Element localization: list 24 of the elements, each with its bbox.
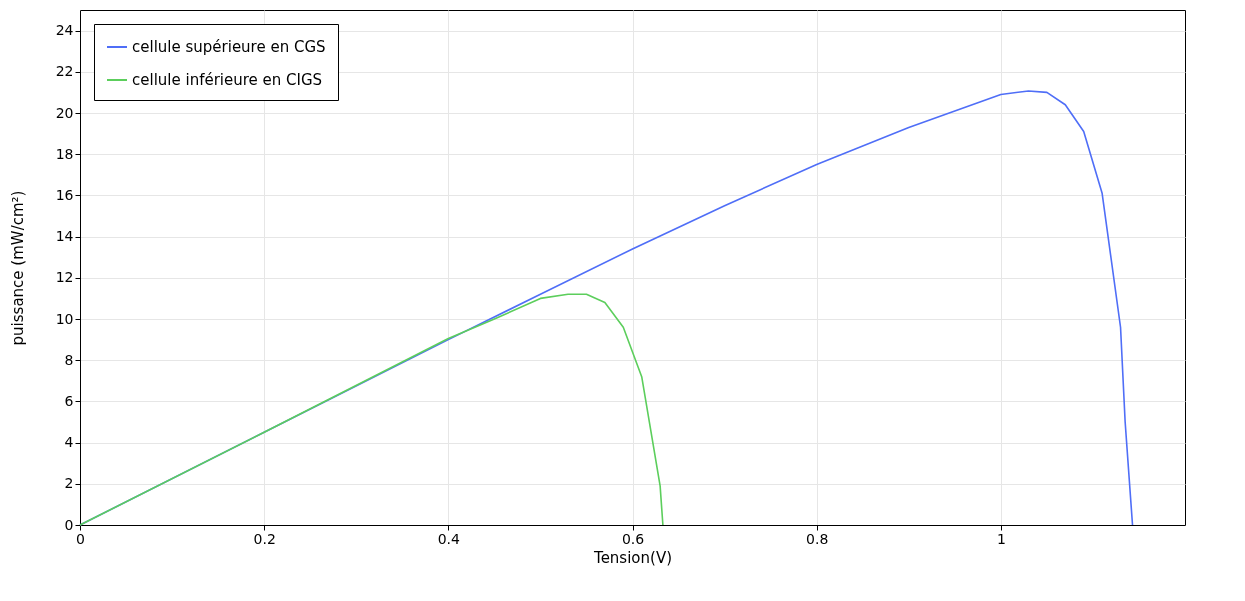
y-tick-label: 6	[64, 392, 74, 409]
y-tick-label: 18	[55, 145, 74, 162]
line-series	[79, 293, 664, 526]
y-tick-label: 2	[64, 475, 74, 492]
y-tick-label: 20	[55, 104, 74, 121]
x-tick-label: 0.8	[806, 530, 829, 547]
y-axis-title: puissance (mW/cm²)	[8, 190, 27, 346]
x-tick-label: 0.4	[437, 530, 461, 547]
y-tick-label: 12	[55, 269, 74, 286]
y-tick-label: 8	[64, 351, 74, 368]
x-tick-label: 0.2	[253, 530, 276, 547]
y-tick-label: 24	[55, 22, 74, 39]
x-tick-label: 0.6	[621, 530, 645, 547]
x-tick-label: 0	[76, 530, 85, 547]
legend-label: cellule supérieure en CGS	[132, 38, 326, 56]
y-tick-label: 0	[64, 516, 74, 533]
y-tick-label: 16	[55, 186, 74, 203]
y-tick-label: 10	[55, 310, 74, 327]
legend-label: cellule inférieure en CIGS	[132, 71, 323, 89]
y-tick-label: 14	[55, 228, 74, 245]
x-tick-label: 1	[996, 530, 1006, 547]
x-axis-title: Tension(V)	[593, 548, 672, 567]
y-tick-label: 4	[64, 434, 74, 451]
y-tick-label: 22	[55, 63, 74, 80]
